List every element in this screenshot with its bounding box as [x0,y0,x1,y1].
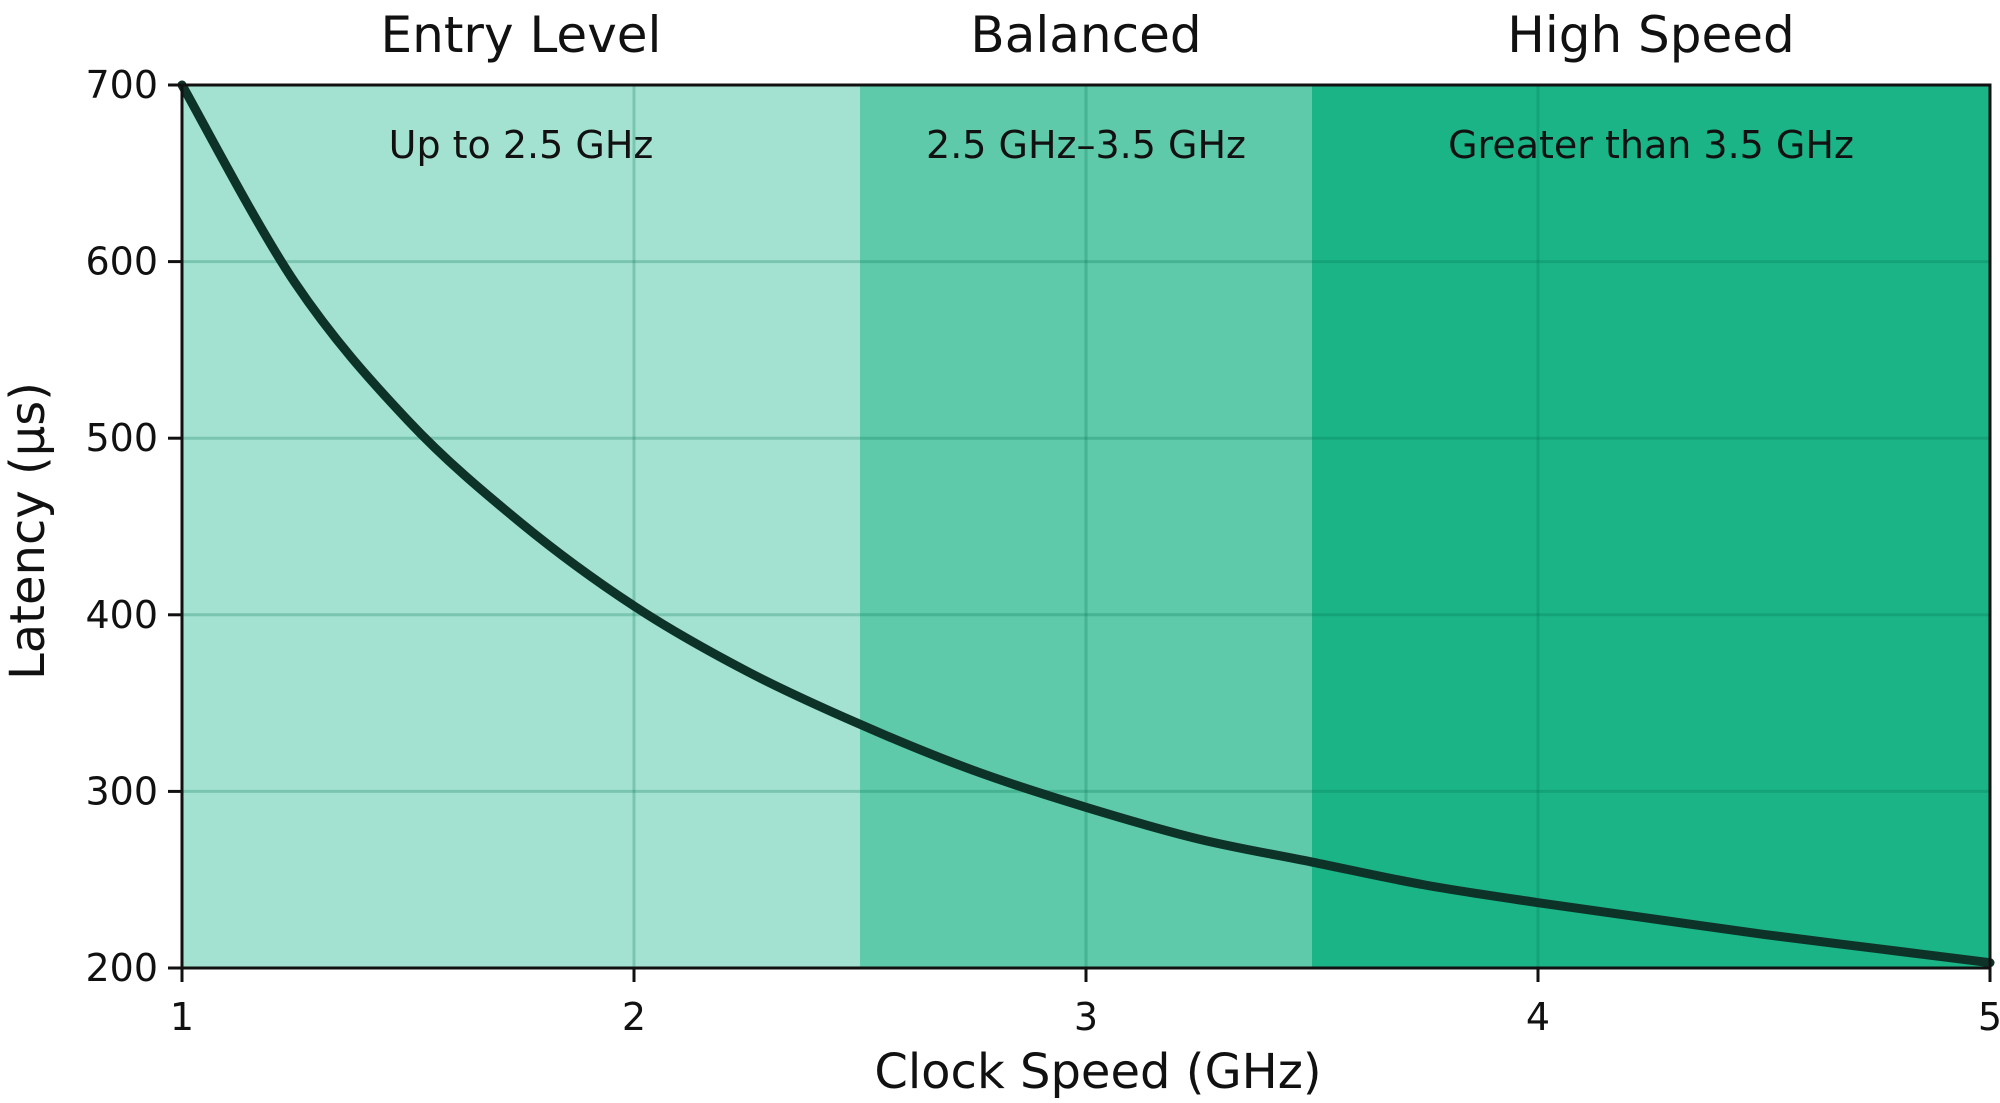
series-layer [177,80,1995,968]
latency-curve [177,80,1995,968]
region-band [1312,85,1990,968]
y-tick-label: 600 [85,240,158,284]
y-tick-label: 500 [85,416,158,460]
y-tick-label: 300 [85,769,158,813]
region-title: Balanced [970,6,1201,64]
region-title: Entry Level [381,6,662,64]
regions-layer [182,85,1990,968]
y-axis-title: Latency (μs) [0,382,56,680]
x-axis-title: Clock Speed (GHz) [874,1044,1321,1100]
region-title: High Speed [1507,6,1795,64]
ticks-layer: 1 2 3 4 5 200 300 400 500 600 700 [85,63,2000,1039]
region-labels: Entry Level Up to 2.5 GHz Balanced 2.5 GHz–… [381,6,1854,167]
x-tick-label: 2 [622,995,646,1039]
region-band [860,85,1312,968]
x-tick-label: 1 [170,995,194,1039]
x-tick-label: 3 [1074,995,1098,1039]
x-tick-label: 4 [1526,995,1550,1039]
y-tick-label: 400 [85,593,158,637]
region-subtitle: Up to 2.5 GHz [389,123,654,167]
grid-layer [182,85,1990,968]
region-subtitle: 2.5 GHz–3.5 GHz [926,123,1246,167]
x-tick-label: 5 [1978,995,2000,1039]
y-tick-label: 700 [85,63,158,107]
region-subtitle: Greater than 3.5 GHz [1448,123,1854,167]
y-tick-label: 200 [85,946,158,990]
